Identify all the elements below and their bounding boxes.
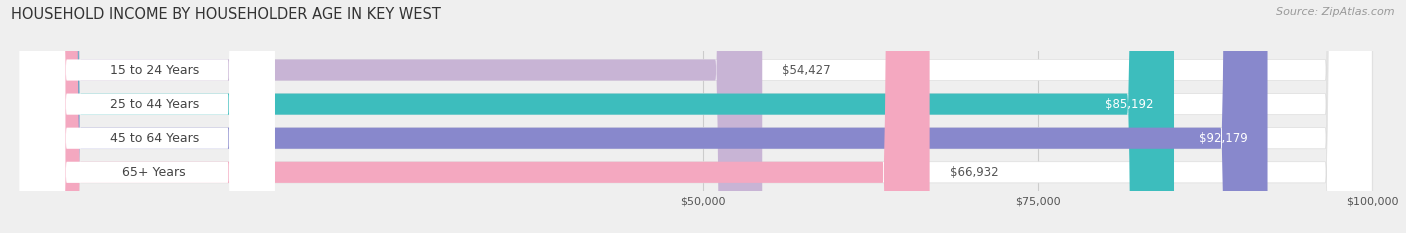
Text: $92,179: $92,179 <box>1199 132 1247 145</box>
FancyBboxPatch shape <box>34 0 1372 233</box>
FancyBboxPatch shape <box>34 0 762 233</box>
Text: 15 to 24 Years: 15 to 24 Years <box>110 64 198 76</box>
FancyBboxPatch shape <box>34 0 1372 233</box>
Text: 65+ Years: 65+ Years <box>122 166 186 179</box>
Text: $85,192: $85,192 <box>1105 98 1154 111</box>
Text: $54,427: $54,427 <box>782 64 831 76</box>
FancyBboxPatch shape <box>34 0 1174 233</box>
Text: Source: ZipAtlas.com: Source: ZipAtlas.com <box>1277 7 1395 17</box>
FancyBboxPatch shape <box>34 0 1372 233</box>
FancyBboxPatch shape <box>34 0 929 233</box>
Text: HOUSEHOLD INCOME BY HOUSEHOLDER AGE IN KEY WEST: HOUSEHOLD INCOME BY HOUSEHOLDER AGE IN K… <box>11 7 441 22</box>
FancyBboxPatch shape <box>20 0 274 233</box>
Text: 25 to 44 Years: 25 to 44 Years <box>110 98 198 111</box>
FancyBboxPatch shape <box>20 0 274 233</box>
FancyBboxPatch shape <box>34 0 1372 233</box>
FancyBboxPatch shape <box>20 0 274 233</box>
Text: $66,932: $66,932 <box>949 166 998 179</box>
FancyBboxPatch shape <box>20 0 274 233</box>
FancyBboxPatch shape <box>34 0 1268 233</box>
Text: 45 to 64 Years: 45 to 64 Years <box>110 132 198 145</box>
